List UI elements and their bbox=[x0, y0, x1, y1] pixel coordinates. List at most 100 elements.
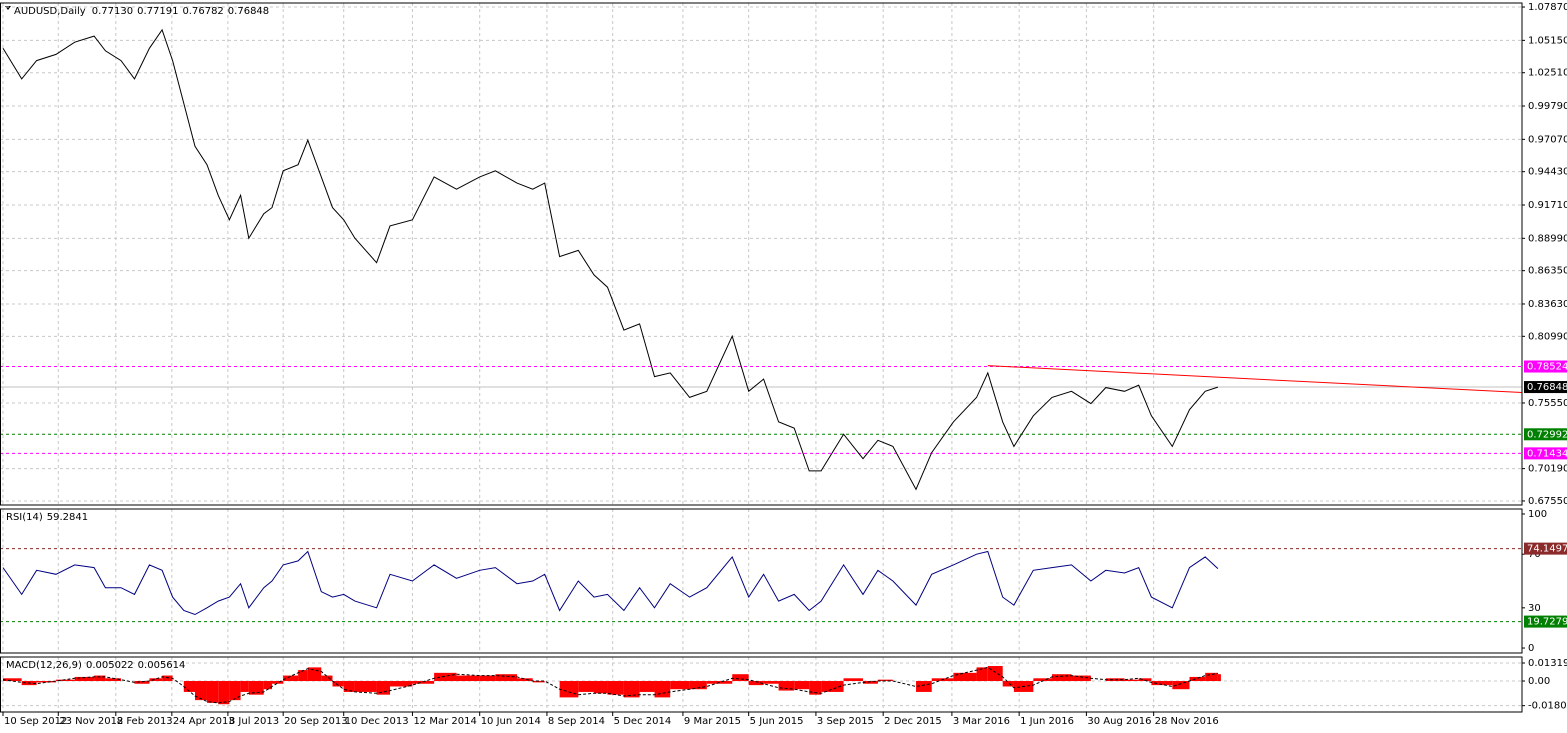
x-tick-label: 10 Sep 2012 bbox=[4, 716, 67, 727]
macd-bar bbox=[670, 681, 690, 690]
x-tick-label: 5 Dec 2014 bbox=[614, 716, 672, 727]
level-label: 0.72992 bbox=[1527, 429, 1567, 440]
macd-bar bbox=[843, 678, 863, 682]
signal-value: 0.005614 bbox=[138, 660, 186, 671]
macd-bar bbox=[263, 681, 272, 690]
macd-bar bbox=[532, 681, 545, 683]
level-label: 0.76848 bbox=[1527, 382, 1567, 393]
macd-bar bbox=[763, 681, 779, 684]
y-tick-label: 0.80990 bbox=[1528, 331, 1567, 342]
macd-bar bbox=[479, 675, 496, 682]
panel-frame bbox=[0, 508, 1523, 654]
macd-bar bbox=[623, 681, 640, 698]
macd-bar bbox=[607, 681, 624, 695]
y-tick-label: 0.75550 bbox=[1528, 398, 1567, 409]
macd-bar bbox=[271, 681, 284, 684]
macd-bar bbox=[206, 681, 219, 703]
macd-bar bbox=[36, 681, 57, 683]
macd-bar bbox=[74, 676, 95, 682]
macd-bar bbox=[559, 681, 579, 698]
level-label-box bbox=[1524, 360, 1567, 373]
y-tick-label: 100 bbox=[1528, 509, 1547, 520]
level-label-box bbox=[1524, 615, 1567, 628]
macd-bar bbox=[1138, 678, 1152, 682]
macd-bar bbox=[748, 681, 764, 686]
macd-bar bbox=[794, 681, 810, 690]
header-value: 0.77191 bbox=[137, 6, 178, 17]
y-tick-label: 0.83630 bbox=[1528, 299, 1567, 310]
x-tick-label: 8 Jul 2013 bbox=[229, 716, 279, 727]
level-label-box bbox=[1524, 381, 1567, 394]
level-label: 74.1497 bbox=[1527, 544, 1567, 555]
trendline bbox=[987, 365, 1523, 394]
macd-bar bbox=[283, 675, 299, 682]
macd-bar bbox=[778, 681, 795, 691]
y-tick-label: 0.00 bbox=[1528, 676, 1550, 687]
level-label: 0.78524 bbox=[1527, 362, 1567, 373]
macd-bar bbox=[862, 681, 878, 684]
macd-bar bbox=[517, 678, 533, 682]
macd-bar bbox=[1172, 681, 1190, 690]
macd-bar bbox=[1217, 674, 1221, 682]
macd-bar bbox=[105, 678, 122, 682]
macd-bar bbox=[1033, 678, 1053, 682]
x-tick-label: 24 Apr 2013 bbox=[173, 716, 235, 727]
macd-bar bbox=[732, 674, 749, 682]
macd-bar bbox=[654, 681, 671, 698]
x-tick-label: 12 Mar 2014 bbox=[413, 716, 476, 727]
macd-bar bbox=[332, 681, 344, 687]
macd-bar bbox=[390, 681, 413, 687]
panel-frame bbox=[0, 2, 1523, 506]
x-tick-label: 1 Jun 2016 bbox=[1020, 716, 1074, 727]
header-value: 0.76848 bbox=[228, 6, 269, 17]
macd-bar bbox=[809, 681, 822, 695]
y-tick-label: 0.91710 bbox=[1528, 200, 1567, 211]
y-tick-label: 1.02510 bbox=[1528, 68, 1567, 79]
current-value: 59.2841 bbox=[47, 512, 88, 523]
macd-bar bbox=[976, 667, 988, 682]
macd-bar bbox=[495, 674, 518, 682]
macd-bar bbox=[1124, 679, 1139, 682]
chart-title: RSI(14) bbox=[6, 512, 43, 523]
signal-line bbox=[2, 666, 1218, 704]
price-line bbox=[2, 550, 1219, 616]
macd-bar bbox=[248, 681, 264, 695]
x-tick-label: 20 Sep 2013 bbox=[284, 716, 347, 727]
x-tick-label: 5 Jun 2015 bbox=[750, 716, 804, 727]
macd-bar bbox=[376, 681, 391, 695]
macd-bar bbox=[1002, 681, 1014, 687]
macd-bar bbox=[877, 679, 893, 682]
y-tick-label: 30 bbox=[1528, 603, 1541, 614]
x-tick-label: 2 Dec 2015 bbox=[884, 716, 942, 727]
macd-bar bbox=[1189, 676, 1206, 682]
macd-bar bbox=[689, 681, 707, 690]
y-tick-label: 0.67550 bbox=[1528, 496, 1567, 507]
y-tick-label: 0.88990 bbox=[1528, 233, 1567, 244]
x-tick-label: 10 Jun 2014 bbox=[481, 716, 541, 727]
macd-bar bbox=[162, 675, 173, 682]
macd-bar bbox=[56, 679, 75, 682]
macd-bar bbox=[298, 670, 308, 682]
macd-bar bbox=[94, 675, 106, 682]
macd-bar bbox=[149, 678, 163, 682]
macd-bar bbox=[1205, 672, 1218, 682]
macd-bar bbox=[594, 681, 608, 694]
y-tick-label: 1.05150 bbox=[1528, 35, 1567, 46]
macd-bar bbox=[1071, 675, 1091, 682]
macd-bar bbox=[916, 681, 932, 692]
y-tick-label: 0.97070 bbox=[1528, 134, 1567, 145]
level-label-box bbox=[1524, 542, 1567, 555]
y-tick-label: -0.018062 bbox=[1528, 701, 1567, 712]
header-value: 0.77130 bbox=[92, 6, 133, 17]
y-tick-label: 0.99790 bbox=[1528, 101, 1567, 112]
x-tick-label: 28 Nov 2016 bbox=[1155, 716, 1219, 727]
x-tick-label: 8 Feb 2013 bbox=[117, 716, 173, 727]
panel-frame bbox=[0, 656, 1523, 713]
chart-title: MACD(12,26,9) bbox=[6, 660, 82, 671]
macd-bar bbox=[240, 681, 249, 692]
y-tick-label: 70 bbox=[1528, 549, 1541, 560]
panel-title: AUDUSD,Daily 0.77130 0.77191 0.76782 0.76848 bbox=[14, 6, 269, 17]
macd-bar bbox=[1151, 681, 1173, 686]
